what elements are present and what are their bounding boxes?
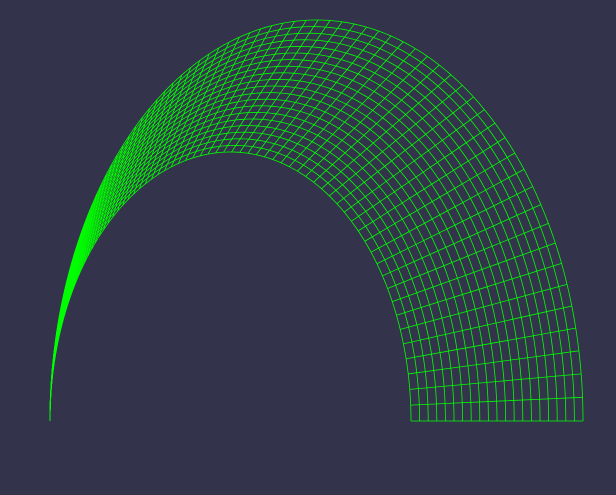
mesh-radial-line xyxy=(53,339,56,367)
mesh-radial-line xyxy=(95,154,118,243)
mesh-radial-line xyxy=(408,350,579,375)
mesh-radial-line xyxy=(406,327,576,360)
mesh-radial-line xyxy=(58,299,64,340)
mesh-radial-line xyxy=(288,41,404,167)
mesh-radial-line xyxy=(313,64,440,183)
mesh-radial-line xyxy=(370,168,525,253)
mesh-radial-line xyxy=(103,135,130,230)
mesh-radial-line xyxy=(99,145,124,237)
mesh-radial-line xyxy=(133,82,174,195)
mesh-radial-line xyxy=(305,56,428,177)
mesh-radial-line xyxy=(382,204,542,277)
mesh-radial-line xyxy=(122,99,158,206)
mesh-radial-line xyxy=(343,109,485,213)
mesh-radial-line xyxy=(164,47,220,171)
mesh-radial-line xyxy=(127,90,166,200)
mesh-radial-line xyxy=(357,137,506,232)
mesh-arc-line xyxy=(49,145,420,422)
mesh-radial-line xyxy=(231,19,319,153)
mesh-radial-line xyxy=(185,32,251,161)
mesh-radial-line xyxy=(264,26,367,158)
mesh-radial-line xyxy=(91,164,112,250)
mesh-radial-line xyxy=(157,53,210,175)
mesh-radial-line xyxy=(56,307,62,346)
mesh-radial-line xyxy=(64,262,73,315)
mesh-radial-line xyxy=(59,290,65,334)
mesh-radial-line xyxy=(351,122,496,222)
mesh-radial-line xyxy=(376,186,533,265)
mesh-radial-line xyxy=(138,74,183,189)
mesh-radial-line xyxy=(112,117,143,218)
mesh-radial-line xyxy=(364,152,515,242)
mesh-radial-line xyxy=(409,373,582,390)
mesh-radial-line xyxy=(215,21,295,154)
mesh-radial-line xyxy=(75,214,89,283)
mesh-radial-line xyxy=(66,253,75,309)
mesh-radial-line xyxy=(70,233,82,296)
mesh-radial-line xyxy=(170,42,230,168)
mesh-radial-line xyxy=(84,184,102,263)
mesh-radial-line xyxy=(396,262,562,316)
mesh-lines-group xyxy=(49,19,584,422)
mesh-radial-line xyxy=(392,242,556,302)
mesh-radial-line xyxy=(192,28,262,159)
mesh-radial-line xyxy=(54,332,58,362)
mesh-radial-line xyxy=(297,48,416,172)
mesh-radial-line xyxy=(78,204,93,276)
mesh-radial-line xyxy=(400,283,568,330)
mesh-radial-line xyxy=(207,22,284,155)
mesh-radial-line xyxy=(247,21,343,154)
mesh-radial-line xyxy=(223,20,307,153)
mesh-radial-line xyxy=(272,30,380,160)
mesh-radial-line xyxy=(144,67,192,185)
mesh-radial-line xyxy=(329,85,463,197)
mesh-radial-line xyxy=(60,281,68,328)
mesh-radial-line xyxy=(72,224,85,290)
mesh-radial-line xyxy=(87,174,107,256)
mesh-radial-line xyxy=(81,194,98,270)
mesh-radial-line xyxy=(151,60,201,180)
mesh-radial-line xyxy=(54,324,59,357)
mesh-radial-line xyxy=(107,126,137,224)
mesh-radial-line xyxy=(255,23,355,155)
mesh-radial-line xyxy=(62,272,70,322)
mesh-radial-line xyxy=(336,96,474,204)
mesh-radial-line xyxy=(68,243,78,303)
mesh-radial-line xyxy=(403,305,572,345)
mesh-radial-line xyxy=(239,20,331,153)
mesh-arc-line xyxy=(49,125,446,422)
mesh-arc-line xyxy=(49,118,455,422)
mesh-radial-line xyxy=(410,396,583,406)
mesh-radial-line xyxy=(321,74,452,190)
mesh-radial-line xyxy=(280,35,392,163)
mesh-radial-line xyxy=(55,316,60,351)
mesh-radial-line xyxy=(199,25,273,157)
mesh-radial-line xyxy=(387,223,549,289)
mesh-radial-line xyxy=(117,108,151,212)
mesh-radial-line xyxy=(177,37,240,164)
